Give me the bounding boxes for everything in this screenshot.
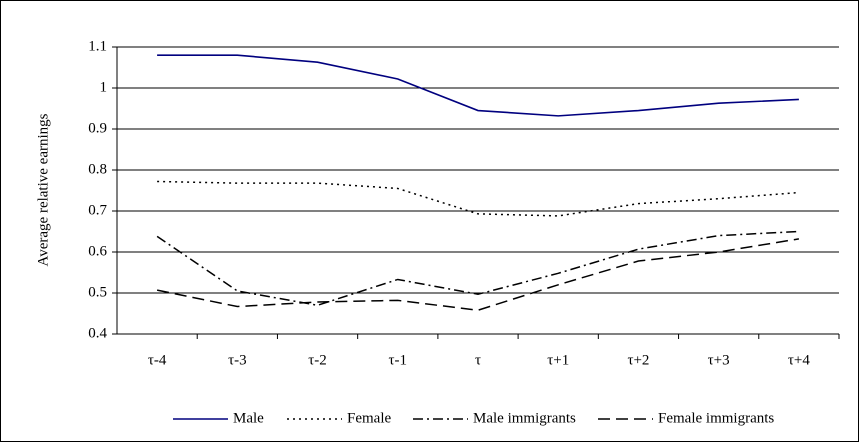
legend-label: Female immigrants (658, 410, 774, 426)
y-axis-label: Average relative earnings (35, 113, 51, 266)
y-tick-label: 1.1 (88, 38, 107, 54)
x-tick-label: τ+4 (788, 352, 810, 368)
x-tick-label: τ+1 (547, 352, 569, 368)
y-tick-label: 0.7 (88, 202, 107, 218)
x-tick-label: τ-1 (389, 352, 408, 368)
y-tick-label: 0.6 (88, 243, 107, 259)
y-tick-label: 0.4 (88, 325, 107, 341)
y-tick-label: 1 (100, 79, 108, 95)
x-tick-label: τ-2 (308, 352, 327, 368)
series-line (156, 238, 800, 311)
x-tick-label: τ+2 (627, 352, 649, 368)
legend-label: Female (347, 410, 391, 426)
y-tick-label: 0.9 (88, 120, 107, 136)
series-line (156, 230, 799, 307)
legend-label: Male immigrants (473, 410, 576, 426)
x-tick-label: τ-4 (148, 352, 167, 368)
y-tick-label: 0.8 (88, 161, 107, 177)
legend-label: Male (233, 410, 264, 426)
x-tick-label: τ (475, 352, 481, 368)
x-tick-label: τ+3 (708, 352, 730, 368)
y-tick-label: 0.5 (88, 284, 107, 300)
series-line (157, 180, 799, 217)
x-tick-label: τ-3 (228, 352, 247, 368)
series-line (157, 54, 799, 117)
